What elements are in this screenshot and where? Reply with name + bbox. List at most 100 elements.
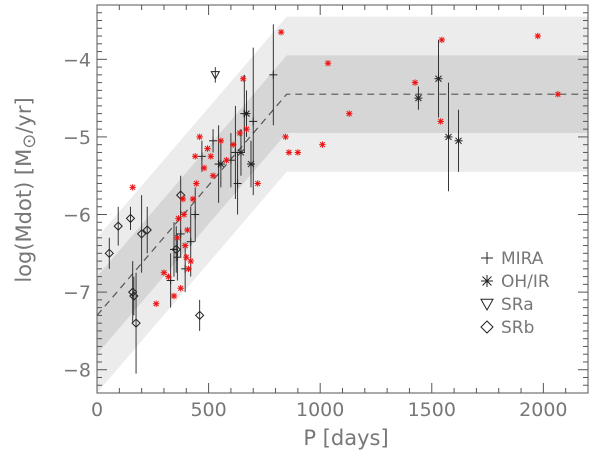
asterisk-point-1 (236, 148, 245, 157)
legend-label-diamond: SRb (501, 318, 534, 338)
legend-label-asterisk: OH/IR (501, 272, 550, 292)
y-tick-label-3: −5 (63, 127, 91, 149)
red_star-point-2 (160, 269, 168, 276)
legend-label-plus: MIRA (501, 249, 544, 269)
solar-symbol: ⊙ (19, 134, 40, 149)
x-tick-label-4: 2000 (519, 399, 567, 421)
red_star-point-22 (209, 172, 217, 179)
y-tick-label-4: −4 (63, 49, 91, 71)
red_star-point-7 (177, 285, 184, 292)
asterisk-point-0 (216, 160, 225, 169)
triangle-point-0 (210, 71, 221, 80)
red_star-point-23 (217, 137, 225, 144)
confidence-bands (97, 16, 588, 393)
fit-line (96, 93, 588, 316)
red_star-point-34 (319, 141, 326, 148)
red_star-point-32 (285, 149, 293, 156)
plus-point-2 (173, 253, 182, 262)
plus-point-0 (166, 276, 175, 285)
red_star-point-25 (229, 141, 237, 148)
plus-point-6 (191, 210, 200, 219)
legend-item-plus: MIRA (481, 249, 544, 269)
red_star-point-13 (185, 265, 192, 273)
red_star-point-19 (200, 164, 208, 172)
diamond-point-5 (131, 318, 141, 328)
red_star-point-36 (345, 110, 353, 117)
diamond-point-6 (136, 229, 147, 239)
red_star-point-40 (534, 32, 541, 40)
red_star-point-14 (187, 257, 194, 265)
red_star-point-11 (183, 254, 190, 261)
legend-symbol-plus (481, 252, 493, 264)
red_star-point-35 (324, 60, 332, 67)
diamond-point-1 (113, 221, 123, 231)
x-tick-label-1: 500 (190, 399, 226, 421)
plus-point-8 (209, 136, 218, 145)
red_star-point-18 (196, 133, 203, 141)
diamond-point-2 (125, 213, 136, 224)
red_star-point-29 (254, 180, 261, 187)
legend-item-asterisk: OH/IR (481, 272, 550, 292)
red_star-point-37 (411, 79, 419, 86)
diamond-point-10 (194, 310, 205, 321)
legend-label-triangle: SRa (501, 295, 534, 315)
asterisk-point-7 (454, 136, 463, 145)
series-diamond (104, 175, 205, 374)
x-tick-label-3: 1500 (408, 399, 456, 421)
red_star-point-17 (193, 180, 200, 187)
asterisk-point-3 (246, 160, 255, 169)
red_star-point-15 (189, 195, 197, 203)
asterisk-point-4 (414, 94, 423, 103)
y-axis-label: log(Mdot) [M⊙/yr] (12, 97, 40, 282)
red_star-point-1 (152, 300, 160, 307)
asterisk-point-2 (242, 109, 251, 118)
x-tick-label-0: 0 (91, 399, 103, 421)
red_star-point-10 (181, 242, 189, 249)
red_star-point-5 (174, 234, 181, 241)
red_star-point-28 (243, 125, 250, 133)
series-triangle (210, 67, 221, 83)
red_star-point-33 (294, 149, 302, 156)
red_star-point-26 (236, 129, 244, 137)
red_star-point-16 (192, 153, 199, 160)
inner-band (97, 55, 588, 355)
red_star-point-31 (282, 133, 289, 141)
plus-point-14 (249, 117, 258, 126)
legend-item-triangle: SRa (480, 295, 534, 315)
asterisk-point-6 (444, 132, 453, 141)
red_star-point-0 (129, 184, 136, 191)
y-tick-label-1: −7 (63, 282, 91, 304)
y-axis-label-part-1: log(Mdot) [M (12, 149, 36, 283)
diamond-point-0 (104, 248, 114, 259)
red_star-point-8 (179, 195, 187, 203)
red_star-point-9 (180, 211, 188, 218)
legend-symbol-diamond (480, 320, 494, 334)
fit-line-layer (96, 93, 588, 316)
red_star-point-24 (223, 157, 230, 164)
axes (96, 4, 589, 394)
plus-point-5 (186, 237, 195, 246)
diamond-point-3 (128, 287, 138, 297)
series-red_star (129, 28, 562, 307)
red_star-point-27 (239, 75, 247, 82)
y-axis-label-part-2: /yr] (12, 97, 36, 133)
red_star-point-6 (175, 215, 182, 222)
red_star-point-21 (207, 153, 215, 160)
red_star-point-41 (554, 91, 562, 98)
x-axis-label: P [days] (303, 426, 388, 450)
data-points (104, 24, 562, 374)
y-tick-label-0: −8 (63, 360, 91, 382)
legend-symbol-triangle (480, 298, 494, 312)
asterisk-point-5 (434, 74, 443, 83)
red_star-point-4 (170, 292, 178, 300)
x-tick-label-2: 1000 (296, 399, 344, 421)
red_star-point-3 (165, 273, 172, 280)
red_star-point-39 (437, 118, 444, 125)
legend: MIRA OH/IR SRa SRb (480, 249, 550, 338)
plus-point-3 (176, 229, 185, 238)
red_star-point-38 (438, 36, 446, 44)
diamond-point-7 (142, 225, 152, 235)
red_star-point-20 (204, 145, 211, 152)
plus-point-15 (269, 70, 278, 79)
